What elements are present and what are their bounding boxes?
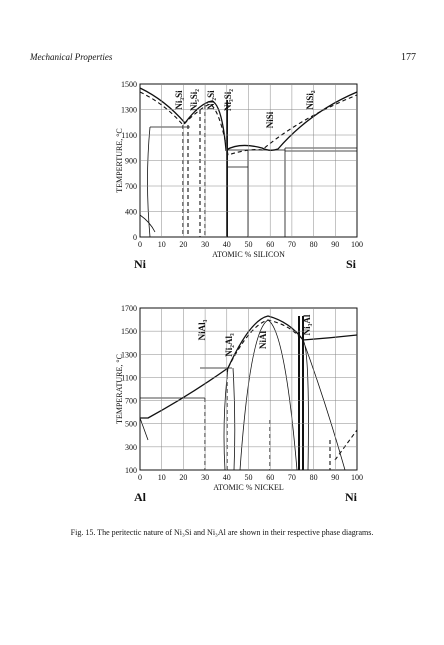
phase-label: Ni₃Si [174,90,184,110]
y-tick-label: 700 [125,397,137,406]
phase-label: Ni₃Al [302,314,312,335]
x-tick-label: 40 [223,473,231,482]
right-element: Si [346,257,357,271]
x-tick-label: 100 [351,240,363,249]
x-tick-label: 80 [310,473,318,482]
phase-label: NiAl₃ [197,319,207,340]
phase-label: Ni₂Al₃ [224,333,234,357]
x-tick-label: 10 [158,240,166,249]
x-tick-label: 70 [288,240,296,249]
phase-label: NiSi [265,111,275,128]
y-tick-label: 1500 [121,327,137,336]
x-tick-label: 30 [201,473,209,482]
y-tick-label: 500 [125,420,137,429]
phase-label: Ni₅Si₂ [189,89,199,111]
phase-label: Ni₃Si₂ [223,89,233,111]
x-tick-label: 50 [245,473,253,482]
x-tick-label: 90 [331,473,339,482]
x-axis-label: ATOMIC % SILICON [212,250,285,259]
y-tick-label: 1100 [121,373,137,382]
x-tick-label: 60 [266,473,274,482]
x-tick-label: 90 [331,240,339,249]
x-tick-label: 40 [223,240,231,249]
y-tick-label: 700 [125,182,137,191]
left-element: Al [134,490,147,504]
x-tick-label: 30 [201,240,209,249]
y-tick-label: 400 [125,208,137,217]
x-axis-label: ATOMIC % NICKEL [213,483,284,492]
y-tick-label: 1300 [121,106,137,115]
right-element: Ni [345,490,358,504]
x-tick-label: 10 [158,473,166,482]
x-tick-label: 70 [288,473,296,482]
y-tick-label: 0 [133,233,137,242]
y-tick-label: 1700 [121,304,137,313]
x-tick-label: 100 [351,473,363,482]
phase-label: Ni₂Si [206,90,216,110]
y-tick-label: 1100 [121,131,137,140]
y-tick-label: 900 [125,157,137,166]
figure-caption: Fig. 15. The peritectic nature of Ni₃Si … [71,528,374,537]
x-tick-label: 20 [179,473,187,482]
x-tick-label: 60 [266,240,274,249]
y-axis-label: TEMPERTURE, °C [115,128,124,193]
x-tick-label: 20 [179,240,187,249]
page-number: 177 [401,52,416,63]
y-tick-label: 100 [125,466,137,475]
y-tick-label: 1500 [121,80,137,89]
x-tick-label: 0 [138,473,142,482]
left-element: Ni [134,257,147,271]
phase-label: NiSi₂ [305,90,315,110]
x-tick-label: 80 [310,240,318,249]
running-title: Mechanical Properties [29,52,113,62]
y-tick-label: 1300 [121,350,137,359]
x-tick-label: 50 [245,240,253,249]
phase-label: NiAl [258,331,268,349]
y-axis-label: TEMPERATURE, °C [115,354,124,424]
x-tick-label: 0 [138,240,142,249]
y-tick-label: 300 [125,443,137,452]
